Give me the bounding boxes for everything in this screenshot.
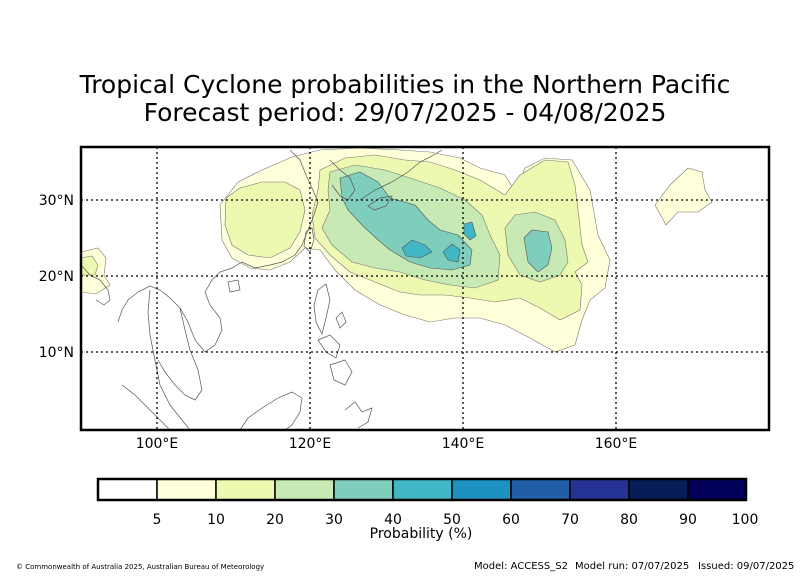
- colorbar-tick-10: 10: [207, 512, 225, 528]
- coast-asia-mainland: [117, 149, 319, 353]
- colorbar-tick-40: 40: [384, 512, 402, 528]
- coast-japan: [359, 149, 443, 201]
- lon-label-140: 140°E: [442, 436, 485, 452]
- copyright-notice: © Commonwealth of Australia 2025, Austra…: [16, 563, 265, 571]
- prob-band-5-10-east: [654, 167, 713, 226]
- model-name: Model: ACCESS_S2: [474, 561, 568, 572]
- forecast-period: Forecast period: 29/07/2025 - 04/08/2025: [143, 98, 667, 127]
- coast-sumatra: [121, 384, 171, 430]
- prob-band-30-40: [339, 171, 473, 271]
- lon-label-120: 120°E: [289, 436, 332, 452]
- colorbar-tick-5: 5: [153, 512, 162, 528]
- lat-label-20: 20°N: [39, 269, 74, 285]
- lon-label-100: 100°E: [136, 436, 179, 452]
- colorbar-tick-50: 50: [443, 512, 461, 528]
- coast-japan-south: [367, 195, 393, 211]
- issued-date: Issued: 09/07/2025: [698, 561, 795, 572]
- coast-philippines-islands: [335, 311, 347, 329]
- prob-band-30-40-east: [523, 229, 553, 273]
- prob-band-40-50-b: [442, 243, 461, 263]
- colorbar-tick-30: 30: [325, 512, 343, 528]
- colorbar-cell-9: [628, 478, 689, 501]
- lon-label-160: 160°E: [595, 436, 638, 452]
- colorbar-cell-3: [274, 478, 335, 501]
- colorbar-cell-0: [97, 478, 158, 501]
- probability-fields: [81, 147, 713, 353]
- lat-label-10: 10°N: [39, 345, 74, 361]
- gridlines: [81, 147, 769, 430]
- coast-taiwan: [303, 227, 315, 253]
- colorbar-tick-60: 60: [502, 512, 520, 528]
- coast-malay-peninsula: [147, 289, 191, 430]
- colorbar-tick-90: 90: [679, 512, 697, 528]
- coast-indochina: [157, 307, 203, 401]
- prob-band-10-20-west: [81, 255, 99, 276]
- model-run-date: Model run: 07/07/2025: [575, 561, 690, 572]
- colorbar-cell-5: [392, 478, 453, 501]
- coast-sulawesi: [344, 401, 373, 429]
- coast-hainan: [227, 279, 241, 293]
- coast-mindanao: [329, 359, 353, 386]
- prob-band-40-50-c: [463, 221, 477, 241]
- coast-korea: [329, 159, 356, 201]
- colorbar-cell-10: [687, 478, 747, 501]
- chart-title: Tropical Cyclone probabilities in the No…: [79, 70, 731, 99]
- coast-india-east: [81, 264, 111, 306]
- map-frame: [79, 145, 771, 432]
- coast-visayas: [317, 334, 341, 359]
- colorbar-label: Probability (%): [370, 526, 473, 542]
- colorbar-frame: [96, 477, 748, 502]
- colorbar-cell-1: [156, 478, 217, 501]
- coast-luzon: [313, 283, 331, 336]
- colorbar-cell-4: [333, 478, 394, 501]
- lat-label-30: 30°N: [39, 193, 74, 209]
- colorbar-tick-80: 80: [620, 512, 638, 528]
- colorbar-cell-2: [215, 478, 276, 501]
- prob-band-40-50-a: [401, 239, 433, 259]
- colorbar-cell-7: [510, 478, 571, 501]
- colorbar-cell-8: [569, 478, 630, 501]
- coast-borneo: [239, 391, 303, 430]
- colorbar-tick-70: 70: [561, 512, 579, 528]
- colorbar: [96, 477, 748, 502]
- colorbar-tick-20: 20: [266, 512, 284, 528]
- colorbar-tick-100: 100: [732, 512, 759, 528]
- colorbar-cell-6: [451, 478, 512, 501]
- prob-band-10-20-china: [224, 181, 306, 259]
